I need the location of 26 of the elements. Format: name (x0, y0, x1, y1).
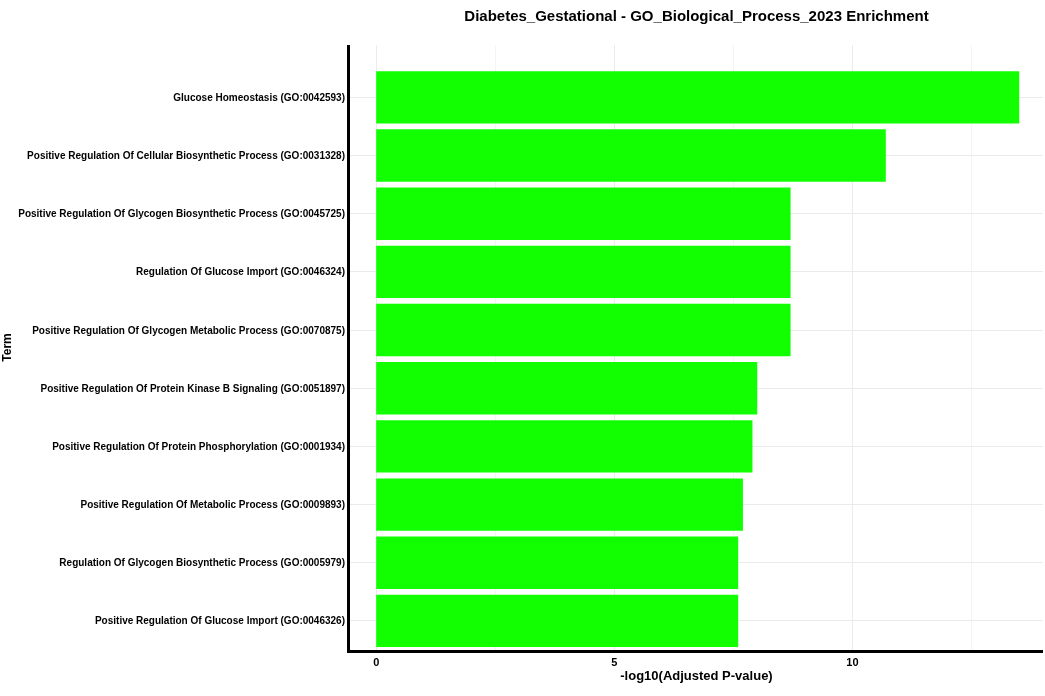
bar (376, 245, 791, 299)
bar (376, 478, 743, 531)
y-tick-label: Positive Regulation Of Glucose Import (GO:0046326) (94, 615, 345, 627)
bar (376, 362, 758, 415)
x-tick-label: 5 (611, 656, 618, 669)
y-tick-label: Glucose Homeostasis (GO:0042593) (173, 91, 345, 103)
y-tick-label: Positive Regulation Of Glycogen Metabolic Process (GO:0070875) (32, 324, 345, 336)
y-tick-label: Regulation Of Glucose Import (GO:0046324) (136, 266, 345, 278)
y-tick-label: Positive Regulation Of Glycogen Biosynthetic Process (GO:0045725) (18, 208, 345, 220)
y-tick-label: Positive Regulation Of Metabolic Process (GO:0009893) (80, 499, 345, 511)
x-tick-label: 10 (846, 656, 859, 669)
x-tick-label: 0 (373, 656, 380, 669)
y-tick-label: Positive Regulation Of Protein Phosphorylation (GO:0001934) (52, 440, 345, 452)
y-axis-title: Term (0, 333, 14, 362)
bar (376, 187, 791, 240)
bar (376, 71, 1020, 124)
x-axis-title: -log10(Adjusted P-value) (620, 667, 773, 683)
y-tick-label: Positive Regulation Of Cellular Biosynthetic Process (GO:0031328) (27, 150, 345, 162)
y-tick-label: Regulation Of Glycogen Biosynthetic Process (GO:0005979) (59, 557, 345, 569)
bar (376, 536, 739, 589)
bar (376, 303, 791, 357)
bar (376, 594, 739, 648)
y-tick-label: Positive Regulation Of Protein Kinase B Signaling (GO:0051897) (40, 382, 345, 394)
chart-title: Diabetes_Gestational - GO_Biological_Process_2023 Enrichment (464, 6, 929, 24)
bar (376, 420, 753, 473)
bar (376, 129, 886, 182)
